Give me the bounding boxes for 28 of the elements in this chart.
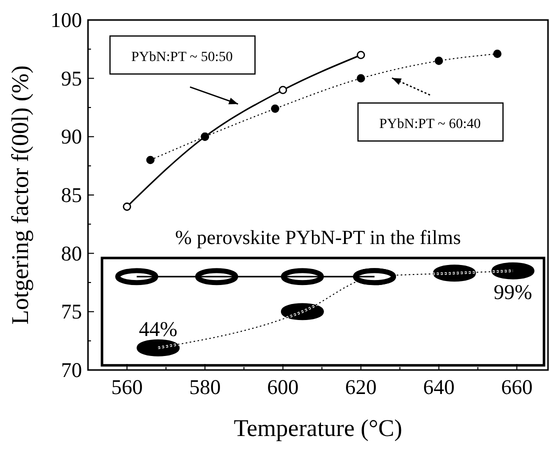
x-tick-label: 600 <box>267 375 299 399</box>
y-tick-label: 90 <box>61 124 82 149</box>
y-tick-label: 80 <box>61 241 82 266</box>
x-tick-label: 660 <box>501 375 533 399</box>
point <box>122 202 132 211</box>
text: PYbN:PT ~ 60:40 <box>379 117 481 132</box>
point <box>146 156 155 164</box>
y-tick-label: 70 <box>61 358 82 382</box>
y-tick-label: 85 <box>61 183 82 207</box>
x-tick-label: 560 <box>111 375 143 399</box>
x-tick-label: 640 <box>423 375 455 399</box>
point <box>434 56 443 65</box>
y-tick-label: 100 <box>50 8 82 32</box>
point <box>356 50 366 60</box>
y-tick-label: 75 <box>61 300 82 324</box>
point <box>270 104 280 113</box>
x-tick-label: 580 <box>189 375 221 399</box>
annotation: 99% <box>494 280 532 304</box>
x-tick-label: 620 <box>345 375 377 399</box>
annotation: 44% <box>138 316 178 341</box>
text: PYbN:PT ~ 50:50 <box>131 50 233 65</box>
point <box>356 74 366 82</box>
y-axis-title: Lotgering factor f(00l) (%) <box>8 65 34 325</box>
annotation: % perovskite PYbN-PT in the films <box>175 227 462 249</box>
point <box>493 50 502 58</box>
y-tick-label: 95 <box>61 66 82 90</box>
x-axis-title: Temperature (°C) <box>234 416 402 442</box>
point <box>278 86 288 94</box>
